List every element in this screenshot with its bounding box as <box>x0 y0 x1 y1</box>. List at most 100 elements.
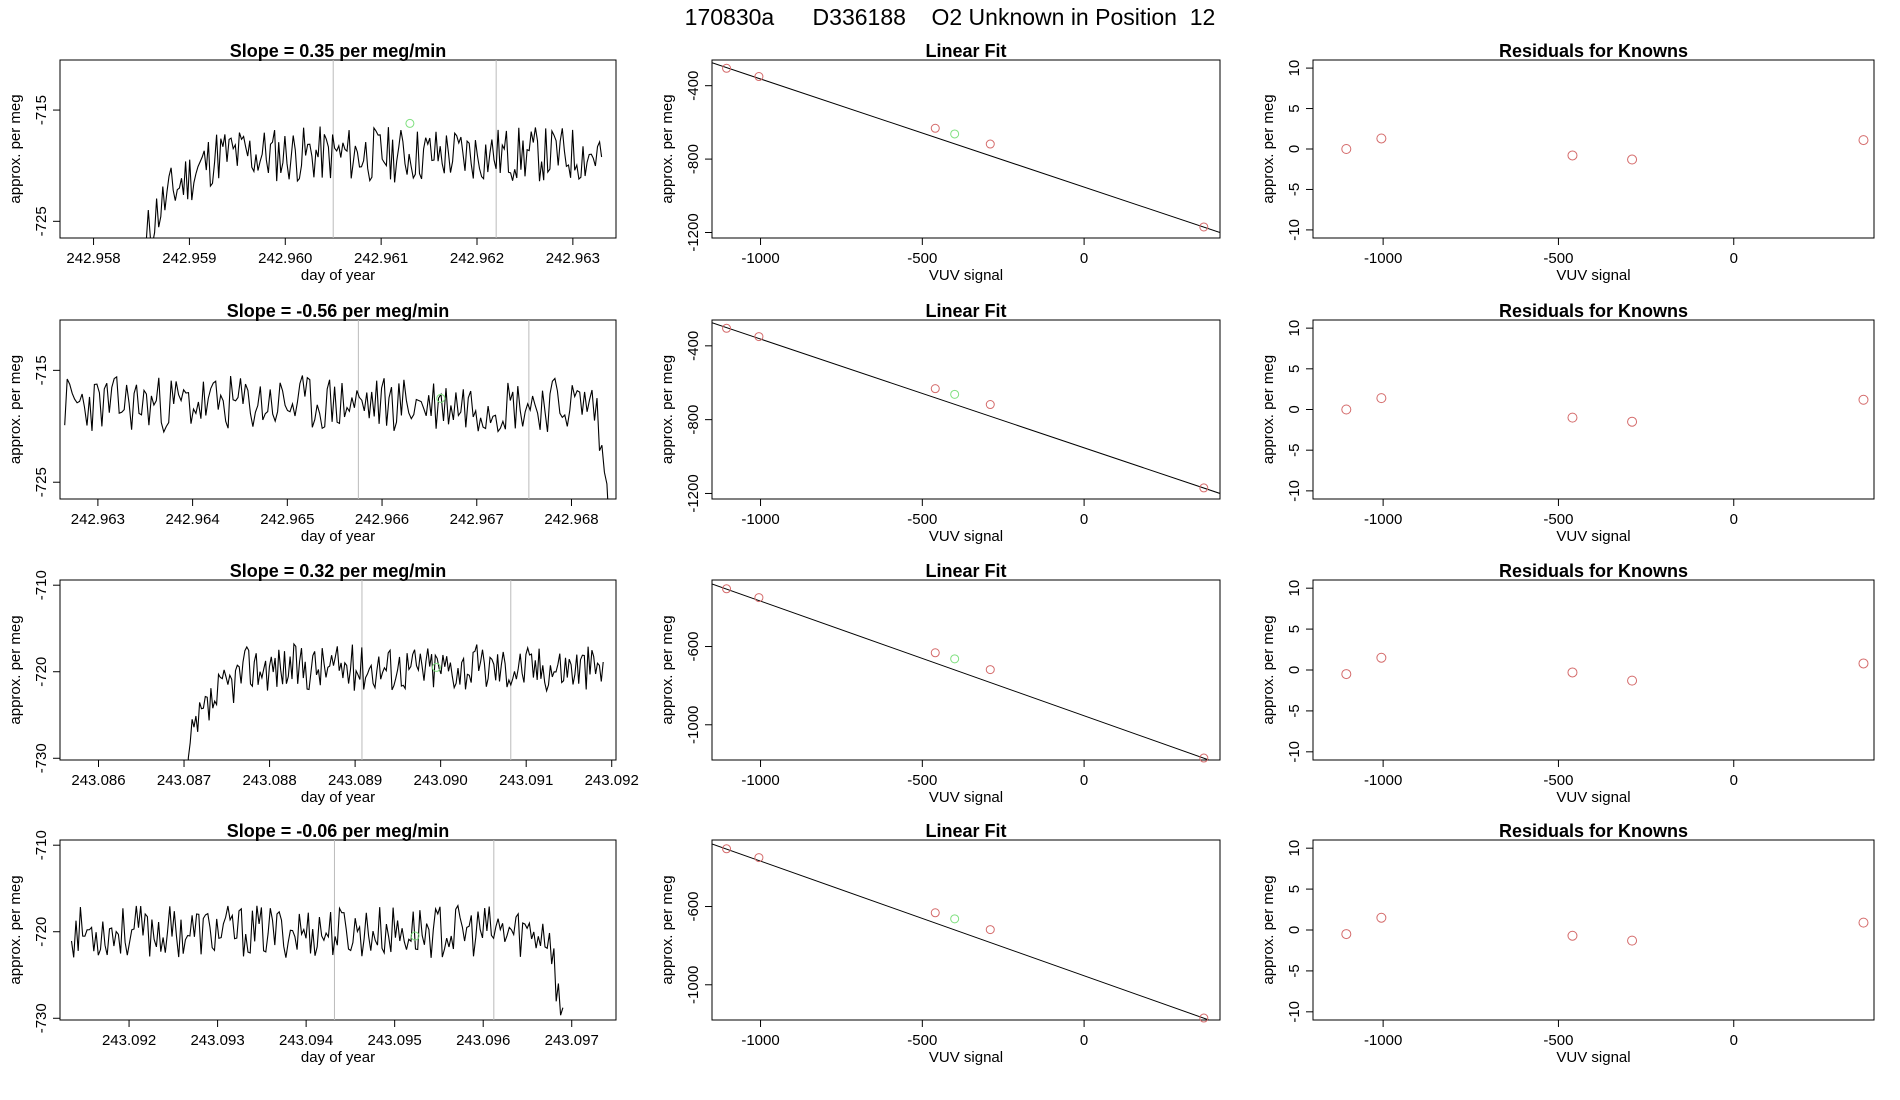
fit-1-standard-point <box>1199 222 1209 232</box>
timeseries-3-x-label: day of year <box>301 789 375 806</box>
timeseries-2-x-label: day of year <box>301 528 375 545</box>
fit-4-x-tick-label: -1000 <box>741 1032 779 1049</box>
residuals-4-y-label: approx. per meg <box>1260 875 1277 984</box>
fit-3-standard-point <box>1199 753 1209 763</box>
residuals-1-y-tick-label: 0 <box>1286 145 1303 153</box>
timeseries-1-title: Slope = 0.35 per meg/min <box>230 41 447 61</box>
residuals-4-x-tick-label: -1000 <box>1364 1032 1402 1049</box>
residuals-2-x-tick-label: 0 <box>1730 511 1738 528</box>
residuals-2-y-label: approx. per meg <box>1260 355 1277 464</box>
fit-4-y-tick-label: -600 <box>685 892 702 922</box>
timeseries-2-x-tick-label: 242.967 <box>450 511 504 528</box>
fit-4-unknown-point <box>950 914 960 924</box>
fit-4-plot-frame <box>711 839 1221 1021</box>
fit-2-fit-line <box>712 322 1220 494</box>
residuals-3-residual-point <box>1341 669 1352 680</box>
residuals-2-chart: -1000 -500 0 -10 -5 0 5 10 Residuals for Knowns V… <box>1260 301 1875 545</box>
timeseries-4-trace-line <box>70 904 564 1016</box>
fit-4-x-label: VUV signal <box>929 1049 1003 1066</box>
residuals-3-y-tick-label: -5 <box>1286 704 1303 717</box>
fit-3-x-tick-label: -1000 <box>741 772 779 789</box>
residuals-4-y-tick-label: 0 <box>1286 926 1303 934</box>
residuals-1-chart: -1000 -500 0 -10 -5 0 5 10 Residuals for Knowns V… <box>1260 41 1875 284</box>
fit-3-unknown-point <box>950 654 960 664</box>
residuals-3-y-label: approx. per meg <box>1260 615 1277 724</box>
fit-1-x-tick-label: -1000 <box>741 250 779 267</box>
residuals-4-plot-frame <box>1312 839 1875 1021</box>
timeseries-3-x-tick-label: 243.090 <box>414 772 468 789</box>
timeseries-2-plot-frame <box>59 319 617 500</box>
fit-4-title: Linear Fit <box>925 821 1006 841</box>
residuals-1-residual-point <box>1627 154 1638 165</box>
timeseries-3-y-tick-label: -730 <box>33 743 50 773</box>
residuals-4-x-label: VUV signal <box>1556 1049 1630 1066</box>
fit-4-fit-line <box>712 843 1211 1020</box>
residuals-4-y-tick-label: -5 <box>1286 964 1303 977</box>
timeseries-3-x-tick-label: 243.086 <box>71 772 125 789</box>
fit-3-chart: -1000 -500 0 -1000 -600 Linear Fit VUV signal a… <box>659 561 1221 806</box>
fit-4-standard-point <box>754 853 764 863</box>
fit-1-standard-point <box>722 63 732 73</box>
residuals-4-y-tick-label: -10 <box>1286 1001 1303 1023</box>
residuals-1-plot-frame <box>1312 59 1875 239</box>
timeseries-4-chart: 243.092 243.093 243.094 243.095 243.096 243.0… <box>7 821 617 1066</box>
timeseries-4-x-tick-label: 243.093 <box>190 1032 244 1049</box>
timeseries-2-x-tick-label: 242.966 <box>355 511 409 528</box>
residuals-1-residual-point <box>1567 150 1578 161</box>
fit-3-plot-frame <box>711 579 1221 761</box>
timeseries-1-x-tick-label: 242.963 <box>546 250 600 267</box>
residuals-2-x-label: VUV signal <box>1556 528 1630 545</box>
residuals-2-title: Residuals for Knowns <box>1499 301 1688 321</box>
residuals-3-x-tick-label: -1000 <box>1364 772 1402 789</box>
fit-2-x-tick-label: 0 <box>1080 511 1088 528</box>
timeseries-2-title: Slope = -0.56 per meg/min <box>227 301 450 321</box>
timeseries-2-y-tick-label: -725 <box>33 467 50 497</box>
timeseries-1-y-tick-label: -725 <box>33 206 50 236</box>
fit-3-standard-point <box>722 584 732 594</box>
fit-2-y-label: approx. per meg <box>659 355 676 464</box>
timeseries-1-x-tick-label: 242.958 <box>66 250 120 267</box>
fit-4-x-tick-label: -500 <box>907 1032 937 1049</box>
residuals-4-title: Residuals for Knowns <box>1499 821 1688 841</box>
residuals-2-y-tick-label: 10 <box>1286 320 1303 337</box>
fit-3-fit-line <box>712 583 1211 760</box>
residuals-1-residual-point <box>1858 135 1869 146</box>
timeseries-3-y-tick-label: -710 <box>33 570 50 600</box>
residuals-4-y-tick-label: 5 <box>1286 885 1303 893</box>
fit-2-standard-point <box>985 400 995 410</box>
fit-1-standard-point <box>985 139 995 149</box>
timeseries-2-trace-line <box>64 375 609 499</box>
residuals-1-y-tick-label: -10 <box>1286 219 1303 241</box>
timeseries-4-y-tick-label: -720 <box>33 917 50 947</box>
fit-3-x-tick-label: 0 <box>1080 772 1088 789</box>
residuals-1-x-tick-label: 0 <box>1730 250 1738 267</box>
fit-2-chart: -1000 -500 0 -1200 -800 -400 Linear Fit VUV sig… <box>659 301 1221 545</box>
residuals-4-residual-point <box>1858 917 1869 928</box>
fit-1-x-tick-label: 0 <box>1080 250 1088 267</box>
residuals-4-residual-point <box>1567 930 1578 941</box>
residuals-2-y-tick-label: 5 <box>1286 365 1303 373</box>
residuals-1-y-tick-label: 5 <box>1286 104 1303 112</box>
residuals-2-y-tick-label: 0 <box>1286 405 1303 413</box>
fit-3-x-tick-label: -500 <box>907 772 937 789</box>
timeseries-3-chart: 243.086 243.087 243.088 243.089 243.090 243.0… <box>7 561 639 806</box>
fit-2-plot-frame <box>711 319 1221 500</box>
fit-2-standard-point <box>754 332 764 342</box>
timeseries-4-x-label: day of year <box>301 1049 375 1066</box>
fit-3-standard-point <box>754 593 764 603</box>
timeseries-3-y-label: approx. per meg <box>7 615 24 724</box>
residuals-4-x-tick-label: 0 <box>1730 1032 1738 1049</box>
timeseries-2-x-tick-label: 242.963 <box>71 511 125 528</box>
fit-4-chart: -1000 -500 0 -1000 -600 Linear Fit VUV signal a… <box>659 821 1221 1066</box>
residuals-3-x-label: VUV signal <box>1556 789 1630 806</box>
fit-2-x-tick-label: -1000 <box>741 511 779 528</box>
residuals-3-residual-point <box>1376 652 1387 663</box>
timeseries-2-unknown-point <box>436 393 446 403</box>
fit-4-standard-point <box>722 844 732 854</box>
timeseries-1-y-tick-label: -715 <box>33 95 50 125</box>
fit-2-title: Linear Fit <box>925 301 1006 321</box>
fit-3-y-tick-label: -600 <box>685 632 702 662</box>
residuals-3-title: Residuals for Knowns <box>1499 561 1688 581</box>
fit-2-y-tick-label: -1200 <box>685 474 702 512</box>
